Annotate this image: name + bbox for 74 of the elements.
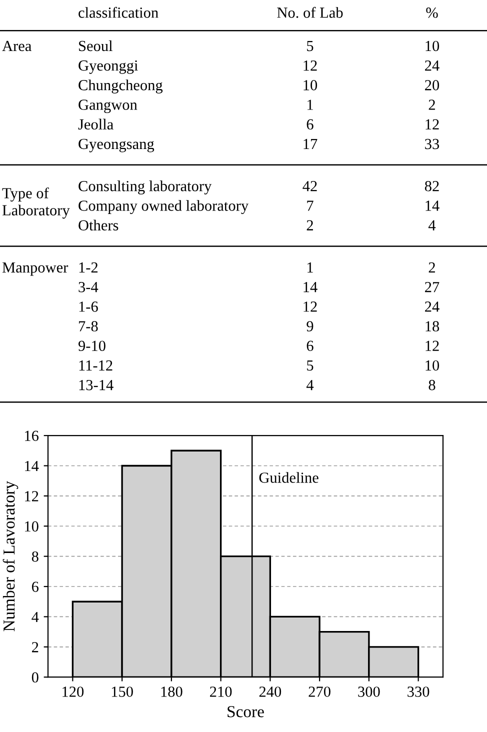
x-tick-label: 180 (161, 686, 182, 697)
text: Company owned laboratory (78, 200, 248, 214)
y-tick-label: 10 (25, 521, 38, 532)
text: 1 (308, 262, 313, 272)
text: 82 (424, 180, 439, 192)
text: 13-14 (79, 380, 114, 390)
text: Gyeongsang (78, 138, 154, 152)
text: 10 (426, 40, 440, 52)
text: 27 (425, 282, 440, 292)
text: 10 (426, 360, 440, 371)
text: 24 (425, 60, 440, 71)
text: 10 (304, 80, 318, 90)
text: 12 (304, 302, 317, 312)
y-tick-label: 2 (32, 642, 38, 652)
x-tick-label: 270 (308, 686, 330, 697)
y-tick-label: 0 (32, 672, 38, 683)
x-tick-label: 120 (62, 686, 84, 697)
text: 2 (428, 100, 435, 110)
text: 7-8 (79, 321, 98, 332)
text: 6 (306, 340, 314, 352)
text: classification (78, 6, 158, 18)
text: 9 (306, 321, 314, 332)
text: 12 (426, 340, 439, 351)
text: 4 (306, 380, 314, 390)
text: Type of Laboratory (2, 187, 70, 219)
text: 9-10 (78, 340, 106, 352)
text: 8 (428, 380, 436, 390)
y-tick-label: 6 (32, 582, 39, 592)
text: 33 (425, 138, 440, 150)
text: 1-2 (79, 262, 98, 272)
text: Area (2, 40, 32, 52)
text: 6 (306, 119, 314, 130)
text: Jeolla (78, 118, 114, 130)
text: 2 (306, 220, 313, 230)
ref-line-label: Guideline (259, 472, 318, 483)
text: Others (78, 220, 118, 230)
text: Manpower (2, 262, 68, 276)
x-tick-label: 300 (358, 686, 380, 697)
text: 2 (428, 262, 435, 272)
text: 4 (428, 220, 436, 230)
text: 1 (308, 100, 313, 110)
y-tick-label: 4 (32, 612, 39, 622)
x-tick-label: 240 (259, 686, 282, 697)
text: 5 (307, 360, 314, 371)
text: 11-12 (79, 360, 112, 370)
text: 14 (426, 200, 440, 211)
x-axis-title: Score (228, 706, 264, 718)
text: 14 (304, 282, 318, 292)
text: 3-4 (78, 282, 98, 292)
text: 17 (304, 138, 318, 149)
text: Gyeonggi (78, 60, 138, 74)
y-tick-label: 8 (32, 551, 38, 562)
text: 20 (425, 80, 440, 90)
y-axis-title: Number of Lavoratory (2, 480, 18, 632)
text: Seoul (79, 40, 112, 52)
text: Chungcheong (78, 80, 163, 94)
y-tick-label: 16 (25, 430, 39, 441)
x-tick-label: 330 (408, 686, 430, 697)
x-tick-label: 150 (112, 686, 133, 697)
x-tick-label: 210 (210, 686, 232, 697)
text: 1-6 (79, 302, 98, 312)
text: % (426, 8, 438, 18)
text: 5 (307, 40, 314, 52)
text: 7 (307, 200, 314, 211)
text: 12 (426, 119, 439, 130)
text: No. of Lab (277, 6, 343, 18)
y-tick-label: 14 (25, 460, 39, 472)
text: Consulting laboratory (78, 180, 212, 194)
text: Gangwon (78, 100, 138, 114)
text: 18 (426, 321, 440, 332)
text: 12 (304, 60, 317, 71)
text: 24 (425, 302, 440, 312)
text: 42 (302, 181, 317, 192)
y-tick-label: 12 (25, 491, 38, 502)
